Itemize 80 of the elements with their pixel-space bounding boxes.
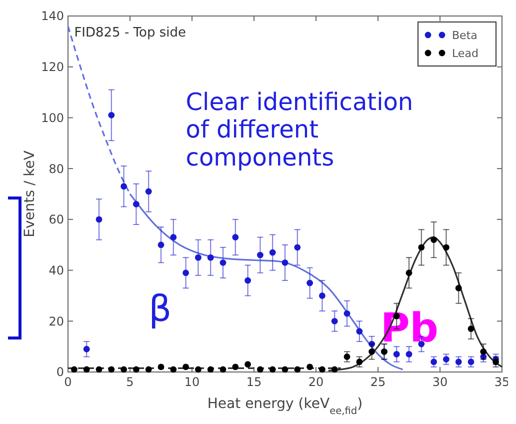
point bbox=[282, 259, 288, 266]
x-tick-label: 30 bbox=[432, 375, 448, 389]
point bbox=[430, 236, 437, 243]
point bbox=[344, 310, 350, 317]
point bbox=[443, 356, 450, 362]
point bbox=[232, 364, 239, 370]
point bbox=[393, 351, 400, 358]
point bbox=[133, 200, 140, 208]
point bbox=[269, 249, 276, 256]
point bbox=[344, 354, 350, 360]
point bbox=[133, 366, 140, 373]
point bbox=[96, 366, 102, 373]
y-tick-label: 80 bbox=[48, 162, 64, 176]
y-tick-label: 0 bbox=[56, 365, 64, 380]
point bbox=[71, 366, 78, 373]
x-tick-label: 20 bbox=[308, 375, 324, 389]
point bbox=[170, 234, 177, 240]
x-axis-title: Heat energy (keV$_{ee,fid}$) bbox=[207, 396, 363, 416]
point bbox=[282, 366, 288, 373]
point bbox=[207, 366, 214, 373]
point bbox=[96, 216, 102, 223]
point bbox=[220, 259, 226, 266]
point bbox=[443, 244, 450, 251]
point bbox=[158, 364, 164, 370]
point bbox=[257, 252, 264, 258]
x-tick-label: 5 bbox=[126, 375, 134, 389]
point bbox=[83, 366, 90, 373]
point bbox=[455, 358, 462, 366]
point bbox=[406, 270, 412, 276]
legend-label: Beta bbox=[452, 28, 478, 42]
point bbox=[145, 366, 152, 373]
point bbox=[158, 242, 164, 248]
y-tick-label: 60 bbox=[48, 212, 64, 227]
point bbox=[145, 188, 152, 195]
point bbox=[406, 351, 412, 358]
point bbox=[356, 358, 363, 366]
y-tick-label: 140 bbox=[41, 9, 64, 24]
point bbox=[83, 346, 90, 352]
point bbox=[269, 366, 276, 373]
point bbox=[294, 366, 301, 373]
point bbox=[356, 328, 363, 335]
annotation: β bbox=[148, 289, 172, 330]
point bbox=[120, 366, 127, 373]
point bbox=[120, 183, 127, 190]
point bbox=[331, 366, 338, 373]
point bbox=[108, 366, 115, 373]
y-axis-title: Events / keV bbox=[22, 150, 38, 238]
x-tick-label: 10 bbox=[184, 375, 200, 389]
point bbox=[319, 366, 326, 373]
y-tick-label: 120 bbox=[41, 60, 64, 74]
x-tick-label: 15 bbox=[246, 375, 262, 389]
point bbox=[244, 361, 251, 368]
point bbox=[331, 318, 338, 324]
legend-label: Lead bbox=[452, 46, 478, 60]
point bbox=[455, 284, 462, 292]
y-tick-label: 20 bbox=[48, 314, 64, 328]
point bbox=[207, 254, 214, 261]
point bbox=[306, 364, 313, 370]
point bbox=[468, 358, 474, 366]
point bbox=[244, 277, 251, 284]
y-tick-label: 100 bbox=[41, 110, 64, 125]
point bbox=[182, 270, 189, 276]
point bbox=[108, 112, 115, 118]
point bbox=[195, 366, 202, 373]
point bbox=[418, 244, 425, 251]
point bbox=[170, 366, 177, 373]
x-tick-label: 25 bbox=[370, 375, 386, 389]
point bbox=[195, 254, 202, 261]
point bbox=[306, 280, 313, 286]
point bbox=[232, 234, 239, 240]
annotation: Clear identification of different components bbox=[186, 88, 414, 172]
point bbox=[257, 366, 264, 373]
annotation: FID825 - Top side bbox=[74, 25, 186, 40]
point bbox=[468, 326, 474, 332]
point bbox=[430, 358, 437, 366]
point bbox=[220, 366, 226, 373]
point bbox=[319, 292, 326, 299]
y-tick-label: 40 bbox=[48, 263, 64, 278]
point bbox=[294, 244, 301, 251]
point bbox=[182, 364, 189, 370]
